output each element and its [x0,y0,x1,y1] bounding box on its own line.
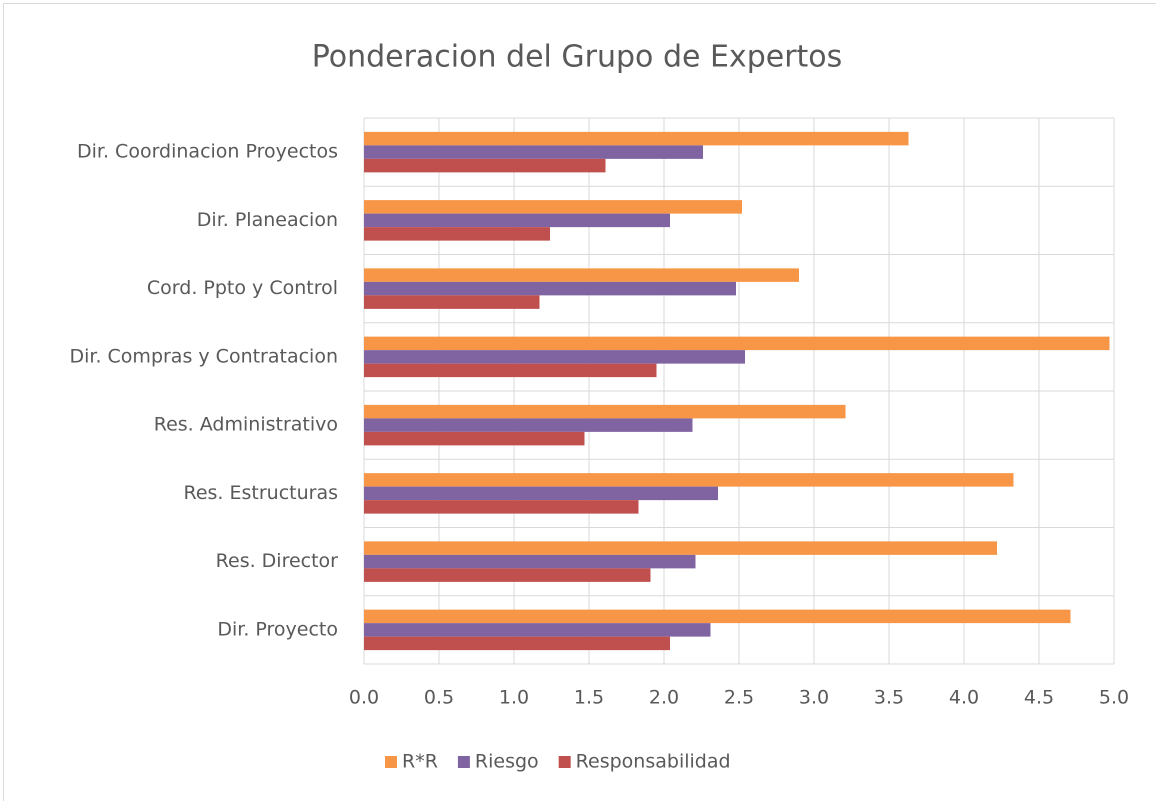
bar [364,554,696,569]
bar [364,418,693,432]
x-tick-label: 2.5 [724,687,754,709]
bar [364,227,550,241]
bar [364,623,711,637]
y-tick-label: Res. Director [216,550,339,572]
bar [364,200,742,214]
bar [364,145,703,159]
bar [364,363,657,378]
chart-frame [3,3,1156,801]
bar [364,500,639,514]
x-tick-label: 3.5 [874,687,904,709]
bar [364,281,736,296]
legend-label: R*R [402,751,438,773]
x-tick-label: 1.0 [499,687,529,709]
y-tick-label: Dir. Compras y Contratacion [69,345,338,367]
bar [364,431,585,446]
bar [364,336,1110,351]
bar [364,404,846,419]
x-tick-label: 3.0 [799,687,829,709]
bar [364,541,997,555]
bar [364,158,606,173]
y-tick-label: Res. Administrativo [154,414,338,436]
bar [364,636,670,651]
x-tick-label: 4.0 [949,687,979,709]
bar [364,213,670,228]
bar [364,609,1071,624]
bar [364,268,799,282]
x-tick-label: 5.0 [1099,687,1129,709]
legend-label: Riesgo [475,751,539,773]
legend-swatch [457,756,470,768]
x-tick-label: 0.5 [424,687,454,709]
legend-swatch [385,756,397,768]
bar [364,568,651,582]
y-tick-label: Cord. Ppto y Control [147,277,338,299]
bar [364,486,718,501]
y-tick-label: Dir. Proyecto [217,618,338,640]
y-tick-label: Dir. Coordinacion Proyectos [77,141,338,163]
bar [364,350,745,364]
bar [364,473,1014,487]
bar [364,295,540,309]
chart-title: Ponderacion del Grupo de Expertos [312,40,843,75]
x-tick-label: 2.0 [649,687,679,709]
x-tick-label: 0.0 [349,687,379,709]
y-tick-label: Res. Estructuras [183,482,338,504]
x-tick-label: 4.5 [1024,687,1054,709]
x-tick-label: 1.5 [574,687,604,709]
legend-swatch [558,756,571,768]
y-tick-label: Dir. Planeacion [197,209,338,231]
legend-label: Responsabilidad [576,751,731,773]
bar [364,131,909,146]
